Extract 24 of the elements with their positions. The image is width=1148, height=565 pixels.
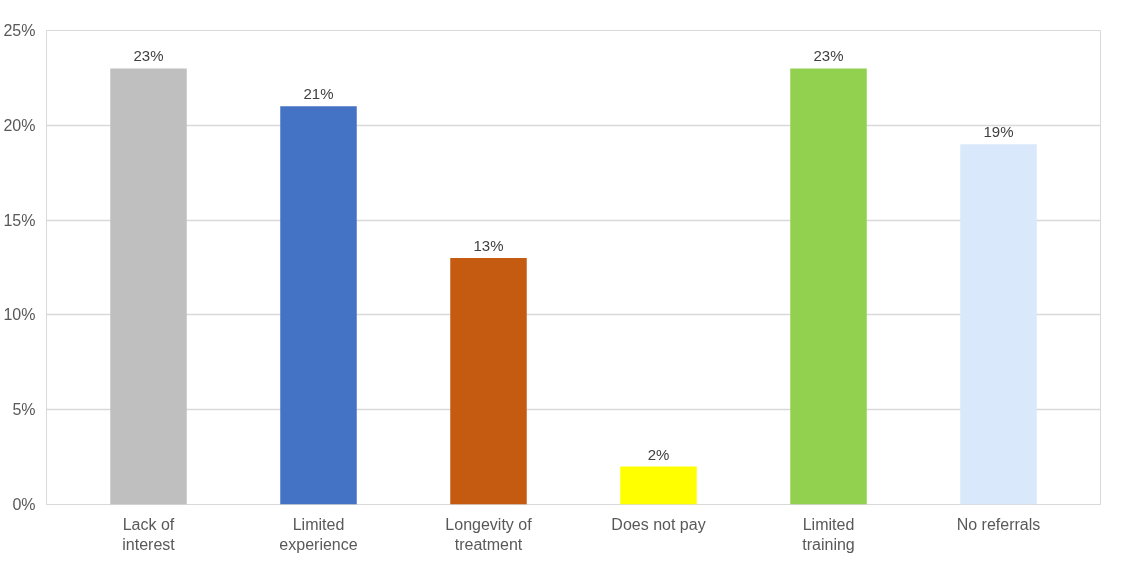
y-tick-label: 15% bbox=[3, 211, 36, 229]
bar bbox=[960, 144, 1037, 505]
bar bbox=[280, 106, 357, 505]
x-tick-label: Limited experience bbox=[279, 515, 358, 553]
y-tick-label: 0% bbox=[12, 496, 36, 513]
data-label: 2% bbox=[647, 445, 670, 463]
bar bbox=[450, 258, 527, 505]
data-label: 21% bbox=[303, 85, 334, 103]
data-label: 19% bbox=[983, 123, 1014, 141]
x-tick-label: Does not pay bbox=[611, 515, 706, 533]
x-tick-label: Longevity of treatment bbox=[445, 515, 533, 553]
y-tick-label: 10% bbox=[3, 306, 36, 324]
x-tick-label: Limited training bbox=[802, 515, 855, 553]
bar bbox=[620, 466, 697, 505]
y-tick-label: 25% bbox=[3, 22, 36, 39]
y-tick-label: 5% bbox=[12, 401, 36, 419]
y-tick-label: 20% bbox=[3, 116, 36, 134]
data-label: 23% bbox=[133, 47, 164, 65]
bar bbox=[790, 68, 867, 505]
data-label: 13% bbox=[473, 237, 504, 255]
bar bbox=[110, 68, 187, 505]
x-tick-label: No referrals bbox=[956, 515, 1041, 533]
x-tick-label: Lack of interest bbox=[122, 515, 176, 553]
data-label: 23% bbox=[813, 47, 844, 65]
